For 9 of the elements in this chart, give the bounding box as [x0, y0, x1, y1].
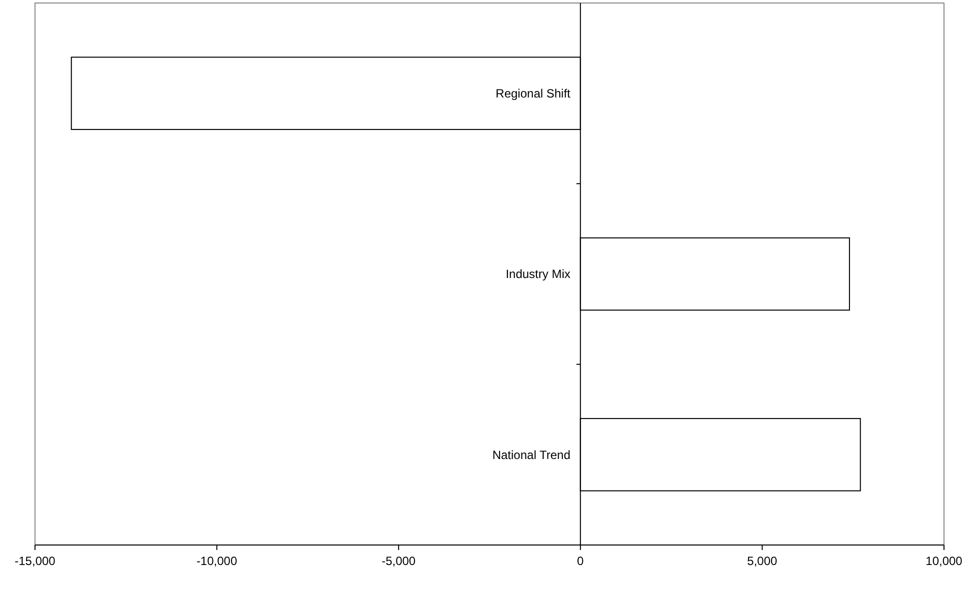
- x-tick-label: -10,000: [196, 554, 238, 568]
- x-tick-label: 0: [577, 554, 584, 568]
- y-tick-label: Industry Mix: [506, 267, 570, 282]
- x-tick-label: 10,000: [926, 554, 963, 568]
- y-tick-label: Regional Shift: [496, 86, 572, 101]
- x-tick-label: -15,000: [14, 554, 56, 568]
- x-tick-label: -5,000: [382, 554, 416, 568]
- y-tick-label: National Trend: [492, 448, 570, 462]
- x-tick-label: 5,000: [747, 554, 778, 568]
